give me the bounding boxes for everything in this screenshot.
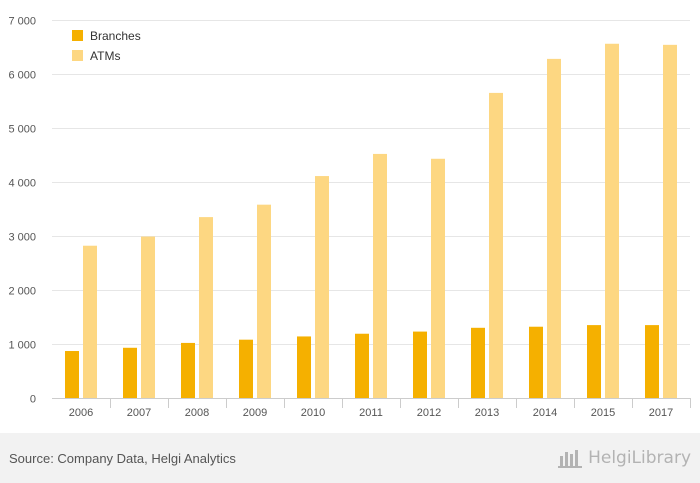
legend-label-branches: Branches	[90, 29, 141, 43]
y-tick-label: 6 000	[8, 70, 36, 82]
bar-atms-2015	[605, 43, 619, 398]
x-axis: 2006 2007 2008 2009 2010 2011 2012 2013 2014 2015…	[52, 398, 691, 419]
y-tick-label: 7 000	[8, 16, 36, 28]
bar-branches-2007	[123, 347, 137, 398]
x-tick-label: 2013	[475, 407, 499, 419]
x-tick-label: 2017	[649, 407, 673, 419]
x-tick-label: 2012	[417, 407, 441, 419]
x-tick-label: 2008	[185, 407, 209, 419]
legend-swatch-atms	[72, 50, 83, 61]
source-note: Source: Company Data, Helgi Analytics	[9, 451, 236, 466]
bar-atms-2012	[431, 158, 445, 398]
bar-atms-2011	[373, 153, 387, 398]
bars	[65, 43, 677, 399]
brand-logo: HelgiLibrary	[558, 448, 691, 468]
bar-atms-2010	[315, 176, 329, 398]
bar-atms-2014	[547, 58, 561, 398]
bar-atms-2008	[199, 217, 213, 398]
library-icon	[558, 450, 583, 468]
chart-svg: 0 1 000 2 000 3 000 4 000 5 000 6 000 7 000 200…	[8, 16, 691, 419]
bar-branches-2014	[529, 326, 543, 398]
bar-branches-2011	[355, 333, 369, 398]
y-tick-label: 5 000	[8, 124, 36, 136]
y-tick-label: 4 000	[8, 178, 36, 190]
footer: Source: Company Data, Helgi Analytics He…	[0, 433, 700, 483]
x-tick-label: 2006	[69, 407, 93, 419]
x-tick-label: 2011	[359, 407, 383, 419]
bar-atms-2013	[489, 92, 503, 399]
legend: Branches ATMs	[72, 29, 141, 63]
x-tick-label: 2014	[533, 407, 557, 419]
y-axis-ticks: 0 1 000 2 000 3 000 4 000 5 000 6 000 7 000	[8, 16, 36, 406]
bar-branches-2013	[471, 327, 485, 398]
bar-atms-2006	[83, 245, 97, 398]
x-tick-label: 2010	[301, 407, 325, 419]
bar-atms-2017	[663, 44, 677, 399]
y-tick-label: 0	[30, 394, 36, 406]
x-tick-label: 2015	[591, 407, 615, 419]
brand-name: HelgiLibrary	[588, 448, 691, 468]
bar-atms-2009	[257, 204, 271, 398]
x-tick-label: 2007	[127, 407, 151, 419]
legend-label-atms: ATMs	[90, 49, 120, 63]
bar-branches-2010	[297, 336, 311, 398]
grid-layer	[52, 20, 690, 345]
y-tick-label: 3 000	[8, 232, 36, 244]
bar-atms-2007	[141, 236, 155, 398]
bar-branches-2015	[587, 325, 601, 398]
bar-branches-2009	[239, 339, 253, 398]
y-tick-label: 2 000	[8, 286, 36, 298]
x-tick-label: 2009	[243, 407, 267, 419]
bar-branches-2006	[65, 351, 79, 398]
bar-branches-2017	[645, 325, 659, 398]
bar-branches-2012	[413, 331, 427, 398]
bar-branches-2008	[181, 342, 195, 398]
y-tick-label: 1 000	[8, 340, 36, 352]
legend-swatch-branches	[72, 30, 83, 41]
